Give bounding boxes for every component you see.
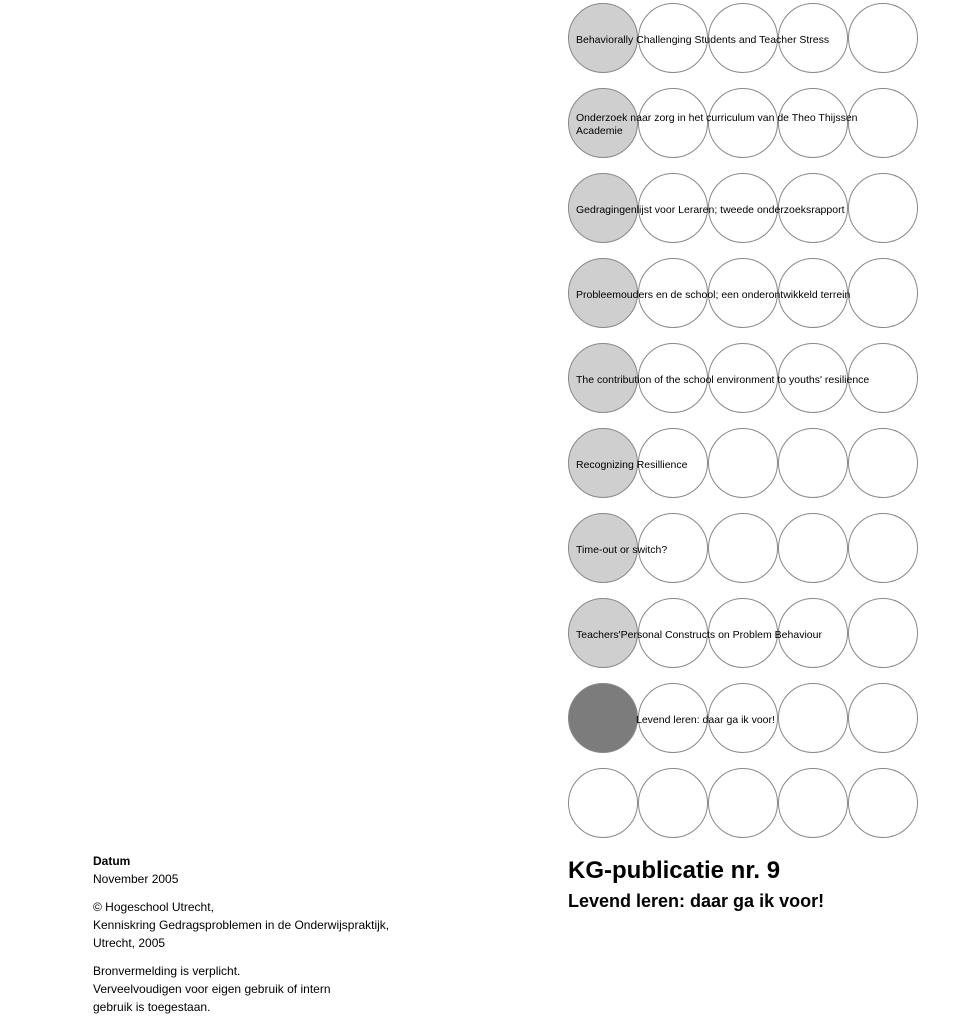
- row-8-label: Teachers'Personal Constructs on Problem …: [576, 629, 936, 642]
- row-1-label: Behaviorally Challenging Students and Te…: [576, 34, 936, 47]
- row-9-circle-1: [568, 683, 638, 753]
- footer-citation: Bronvermelding is verplicht.: [93, 962, 389, 980]
- footer-reproduction: Verveelvoudigen voor eigen gebruik of in…: [93, 980, 373, 1016]
- publication-block: KG-publicatie nr. 9 Levend leren: daar g…: [568, 857, 824, 912]
- row-2-label: Onderzoek naar zorg in het curriculum va…: [576, 112, 906, 138]
- row-10-circle-5: [848, 768, 918, 838]
- footer-copyright: © Hogeschool Utrecht,: [93, 898, 389, 916]
- row-6-label: Recognizing Resillience: [576, 459, 936, 472]
- footer-date-label: Datum: [93, 852, 389, 870]
- row-10-circle-4: [778, 768, 848, 838]
- row-4-label: Probleemouders en de school; een onderon…: [576, 289, 936, 302]
- footer-left-block: Datum November 2005 © Hogeschool Utrecht…: [93, 852, 389, 1016]
- circle-row-10: [568, 768, 918, 838]
- row-9-label: Levend leren: daar ga ik voor!: [636, 714, 936, 727]
- row-10-circle-1: [568, 768, 638, 838]
- publication-subtitle: Levend leren: daar ga ik voor!: [568, 891, 824, 912]
- row-10-circle-2: [638, 768, 708, 838]
- row-7-label: Time-out or switch?: [576, 544, 936, 557]
- footer-org-line: Kenniskring Gedragsproblemen in de Onder…: [93, 916, 389, 934]
- row-10-circle-3: [708, 768, 778, 838]
- publication-title: KG-publicatie nr. 9: [568, 857, 824, 885]
- row-5-label: The contribution of the school environme…: [576, 374, 936, 387]
- row-3-label: Gedragingenlijst voor Leraren; tweede on…: [576, 204, 936, 217]
- footer-org-place: Utrecht, 2005: [93, 934, 389, 952]
- footer-date-value: November 2005: [93, 870, 389, 888]
